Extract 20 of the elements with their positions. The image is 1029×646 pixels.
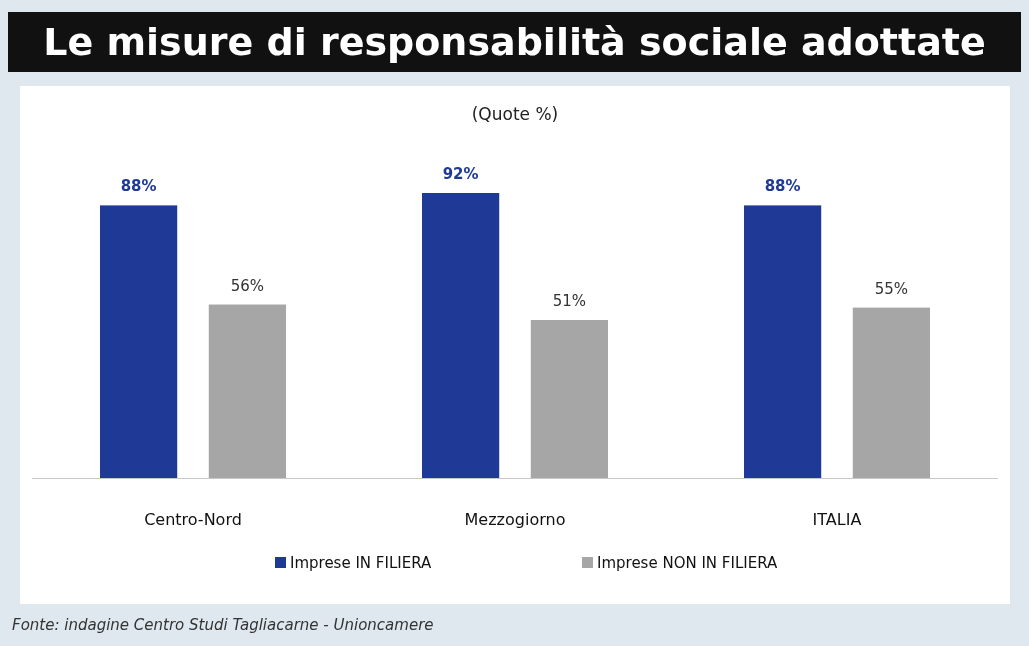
legend-label: Imprese IN FILIERA	[290, 554, 432, 572]
bar	[744, 205, 822, 478]
bar	[852, 307, 930, 478]
data-label: 92%	[442, 165, 479, 183]
x-tick-label: Mezzogiorno	[464, 510, 566, 529]
bar	[422, 193, 500, 478]
data-label: 88%	[764, 177, 801, 196]
data-label: 51%	[552, 292, 587, 311]
data-label: 55%	[874, 279, 909, 298]
legend-label: Imprese NON IN FILIERA	[597, 554, 778, 572]
chart-subtitle: (Quote %)	[471, 104, 559, 124]
x-tick-label: Centro-Nord	[144, 510, 242, 529]
source-note: Fonte: indagine Centro Studi Tagliacarne - Unioncamere	[12, 616, 434, 634]
data-label: 88%	[120, 177, 157, 196]
x-tick-label: ITALIA	[812, 510, 862, 529]
bar	[530, 320, 608, 478]
chart-title: Le misure di responsabilità sociale adottate	[43, 20, 986, 64]
bar	[208, 304, 286, 478]
bar	[100, 205, 178, 478]
data-label: 56%	[230, 276, 265, 295]
